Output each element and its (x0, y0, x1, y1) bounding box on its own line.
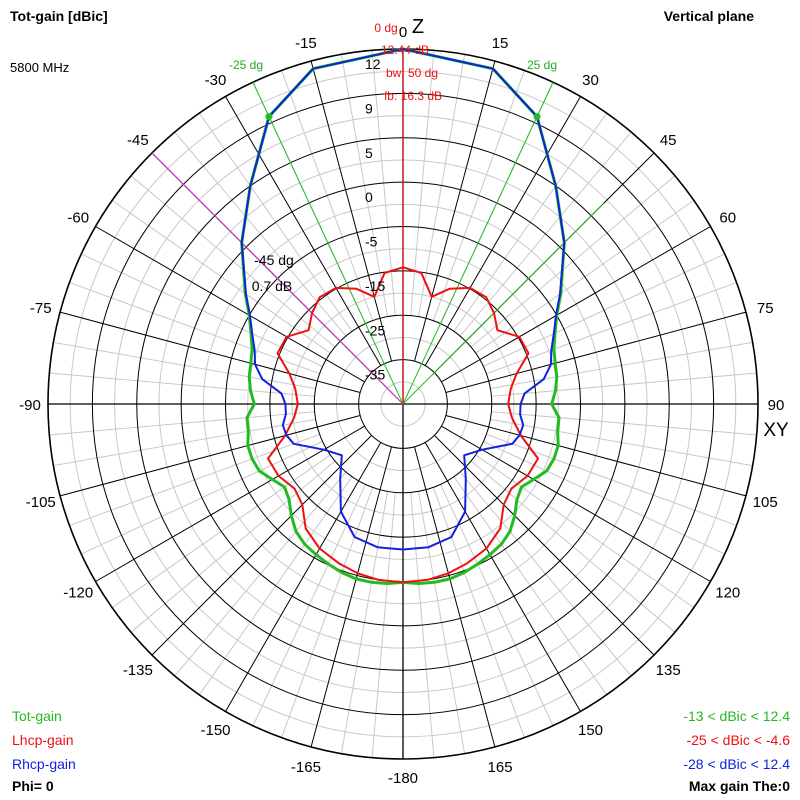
radial-label: 9 (365, 100, 373, 116)
radial-label: -15 (365, 278, 385, 294)
radial-label: 0 (365, 189, 373, 205)
cursor-line (151, 152, 404, 405)
radial-label: -25 (365, 322, 385, 338)
plane-label: Vertical plane (663, 8, 754, 24)
grid-spoke (95, 425, 365, 582)
angle-label: 60 (719, 210, 736, 227)
angle-label: -105 (26, 494, 56, 511)
radial-labels: 12 9 5 0 -5 -15 -25 -35 (365, 56, 385, 383)
angle-label: 30 (582, 72, 599, 89)
cursor-angle: -45 dg (254, 252, 294, 268)
angle-label: -120 (63, 585, 93, 602)
angle-label: 15 (492, 35, 509, 52)
grid-spoke (424, 96, 581, 366)
range-rhcp-gain: -28 < dBic < 12.4 (683, 756, 790, 772)
angle-labels: 0153045607590105120135150165-180-165-150… (19, 24, 784, 787)
angle-label: -75 (30, 300, 52, 317)
main-beam-front-back: fb: 16.3 dB (384, 89, 442, 103)
grid-spoke (225, 442, 382, 712)
angle-label: 90 (768, 397, 785, 414)
main-beam-readout: 0 dg 12.44 dB bw: 50 dg fb: 16.3 dB (374, 21, 442, 103)
angle-label: -45 (127, 132, 149, 149)
angle-label: 120 (715, 585, 740, 602)
grid-spoke (310, 60, 392, 362)
grid-spoke (414, 60, 496, 362)
main-beam-bandwidth: bw: 50 dg (386, 66, 438, 80)
beamwidth-line (402, 82, 554, 405)
series-rhcp-gain (240, 48, 566, 551)
series-layer (240, 47, 566, 585)
grid-spoke (441, 226, 711, 383)
frequency-label: 5800 MHz (10, 60, 70, 75)
beamwidth-left-label: -25 dg (229, 58, 263, 72)
beamwidth-guide-line (402, 202, 605, 405)
angle-label: -165 (291, 759, 321, 776)
angle-label: -15 (295, 35, 317, 52)
grid-spoke (434, 435, 655, 656)
angle-label: 0 (399, 24, 407, 41)
legend-rhcp-gain: Rhcp-gain (12, 756, 76, 772)
grid-spoke (225, 96, 382, 366)
beamwidth-marker-dot (533, 113, 541, 121)
max-gain-label: Max gain The:0 (688, 778, 790, 794)
angle-label: 75 (757, 300, 774, 317)
angle-label: -150 (200, 722, 230, 739)
radial-label: 12 (365, 56, 381, 72)
grid-spoke (441, 425, 711, 582)
marker-lines (151, 49, 605, 405)
angle-label: -60 (67, 210, 89, 227)
grid-spoke (414, 446, 496, 748)
grid-spoke (59, 415, 361, 497)
legend-tot-gain: Tot-gain (12, 708, 62, 724)
angle-label: 45 (660, 132, 677, 149)
cursor-gain: 0.7 dB (252, 278, 292, 294)
grid-spoke (59, 311, 361, 393)
range-tot-gain: -13 < dBic < 12.4 (683, 708, 790, 724)
grid-spoke (95, 226, 365, 383)
angle-label: -180 (388, 770, 418, 787)
main-beam-gain: 12.44 dB (381, 43, 429, 57)
angle-label: 165 (488, 759, 513, 776)
legend-lhcp-gain: Lhcp-gain (12, 732, 74, 748)
grid-spoke (445, 415, 747, 497)
cursor-readout: -45 dg 0.7 dB (252, 252, 294, 294)
main-beam-angle: 0 dg (374, 21, 397, 35)
radial-label: -5 (365, 234, 378, 250)
beamwidth-readout: -25 dg 25 dg (229, 58, 557, 72)
grid-spoke (445, 311, 747, 393)
angle-label: -90 (19, 397, 41, 414)
beamwidth-marker-dot (265, 113, 273, 121)
angle-label: -135 (123, 662, 153, 679)
angle-label: 105 (753, 494, 778, 511)
phi-label: Phi= 0 (12, 778, 54, 794)
radial-label: 5 (365, 145, 373, 161)
series-lhcp-gain (267, 266, 539, 584)
angle-label: -30 (205, 72, 227, 89)
grid-spoke (310, 446, 392, 748)
angle-label: 150 (578, 722, 603, 739)
radial-label: -35 (365, 367, 385, 383)
beamwidth-right-label: 25 dg (527, 58, 557, 72)
xy-axis-label: XY (763, 420, 789, 441)
range-lhcp-gain: -25 < dBic < -4.6 (686, 732, 790, 748)
grid-spoke (424, 442, 581, 712)
beamwidth-line (252, 82, 404, 405)
chart-title: Tot-gain [dBic] (10, 8, 108, 24)
grid-spoke (151, 435, 372, 656)
z-axis-label: Z (412, 16, 424, 38)
angle-label: 135 (656, 662, 681, 679)
